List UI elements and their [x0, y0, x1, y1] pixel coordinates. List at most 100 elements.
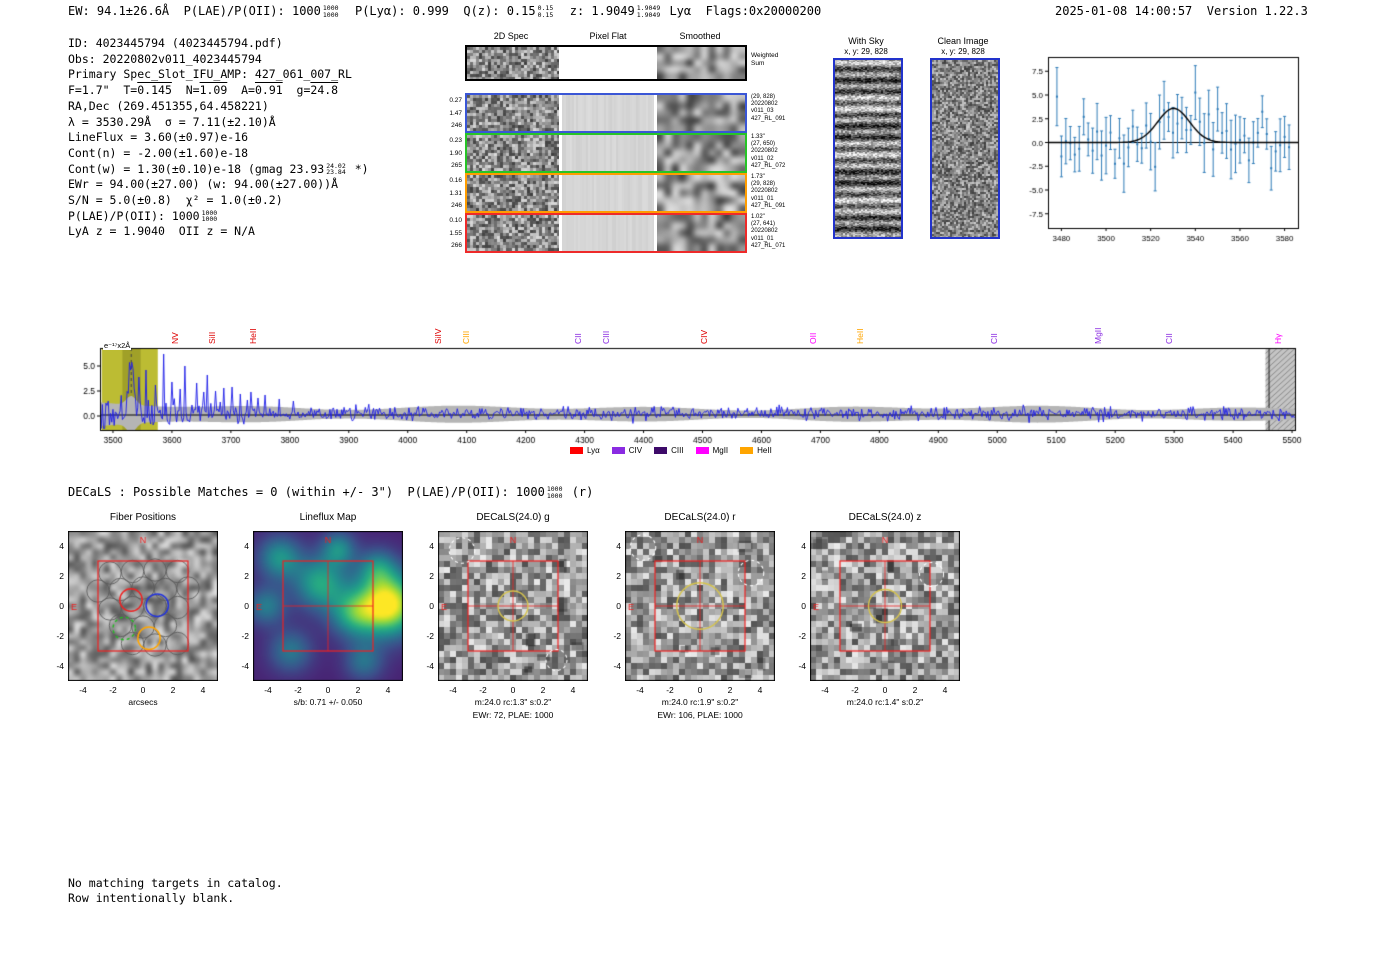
with-sky-title: With Sky [848, 36, 884, 46]
cutout-title: DECaLS(24.0) z [848, 512, 922, 523]
info-fraction-top: 1000 [201, 208, 218, 217]
decals-header-text-segment: DECaLS : Possible Matches = 0 (within +/… [68, 485, 545, 499]
header-fraction-bottom: 1000 [322, 10, 339, 19]
decals-header-fraction-bottom: 1000 [546, 491, 563, 500]
cutout-y-tick-label: 0 [429, 601, 434, 611]
info-line: Cont(w) = 1.30(±0.10)e-18 (gmag 23.93 24.… [68, 162, 369, 178]
spec2d-pixelflat-image [562, 215, 654, 251]
footer-note-2: Row intentionally blank. [68, 891, 235, 905]
info-line: λ = 3530.29Å σ = 7.11(±2.10)Å [68, 115, 369, 131]
spec2d-row-weights: 0.10 1.55 266 [449, 217, 462, 249]
cutout-x-tick-label: 0 [325, 685, 331, 695]
spec2d-row [465, 93, 747, 133]
info-line: F=1.7" T=0.145 N=1.09 A=0.91 g=24.8 [68, 83, 369, 99]
info-text-segment: LyA z = 1.9040 OII z = N/A [68, 224, 255, 239]
cutout-caption: m:24.0 rc:1.4" s:0.2" [846, 697, 924, 707]
full-spectrum-plot [55, 340, 1345, 465]
spectrum-line-label: CII [573, 333, 583, 344]
spectrum-line-label: SiIV [433, 328, 443, 344]
spec2d-row [465, 45, 747, 81]
info-line: ID: 4023445794 (4023445794.pdf) [68, 36, 369, 52]
cutout-y-tick-label: 2 [429, 571, 434, 581]
legend-label: HeII [757, 446, 772, 455]
info-text-segment: 24.8 [310, 83, 339, 98]
info-line: S/N = 5.0(±0.8) χ² = 1.0(±0.2) [68, 193, 369, 209]
cutout-y-tick-label: 2 [244, 571, 249, 581]
spec2d-row-source-info: 1.33" (27, 650) 20220802 v011_02 427_RL_… [751, 134, 786, 169]
header-fraction-bottom: 0.15 [537, 10, 554, 19]
spec2d-smoothed-image [657, 175, 745, 211]
cutout-x-tick-label: -4 [449, 685, 457, 695]
info-text-segment: N= [171, 83, 200, 98]
cutout-y-tick-label: -4 [426, 661, 434, 671]
decals-header-stacked-fraction: 1000 1000 [547, 486, 563, 499]
cutout-y-tick-label: 4 [801, 541, 806, 551]
info-text-segment: S/N = 5.0(±0.8) χ² = 1.0(±0.2) [68, 193, 283, 208]
spec2d-smoothed-image [657, 215, 745, 251]
spec2d-row-source-info: 1.73" (29, 828) 20220802 v011_01 427_RL_… [751, 174, 786, 209]
cutout-y-tick-label: 4 [429, 541, 434, 551]
header-fraction-top: 0.15 [537, 4, 554, 12]
cutout-x-tick-label: -2 [666, 685, 674, 695]
header-timestamp-version: 2025-01-08 14:00:57 Version 1.22.3 [1055, 4, 1308, 18]
emission-line-fit-plot [1025, 48, 1310, 243]
cutout-caption: m:24.0 rc:1.3" s:0.2" [474, 697, 552, 707]
legend-label: MgII [712, 446, 729, 455]
spec2d-smoothed-image [657, 135, 745, 171]
cutout-y-tick-label: 0 [616, 601, 621, 611]
spec2d-2dspec-image [467, 47, 559, 79]
info-stacked-fraction: 1000 1000 [202, 210, 218, 223]
spec2d-column-header: Smoothed [679, 31, 721, 41]
cutout-x-tick-label: 2 [912, 685, 918, 695]
info-text-segment: P(LAE)/P(OII): 1000 [68, 208, 200, 223]
spectrum-line-label: CIII [461, 330, 471, 344]
cutout-x-tick-label: 2 [355, 685, 361, 695]
cutout-x-tick-label: 4 [942, 685, 948, 695]
cutout-y-tick-label: 4 [244, 541, 249, 551]
cutout-y-tick-label: 4 [616, 541, 621, 551]
info-line: EWr = 94.00(±27.00) (w: 94.00(±27.00))Å [68, 177, 369, 193]
cutout-x-tick-label: -4 [636, 685, 644, 695]
legend-swatch [611, 447, 625, 454]
decals-header-text-segment: (r) [564, 485, 594, 499]
clean-image-title: Clean Image [937, 36, 989, 46]
spec2d-smoothed-image [657, 95, 745, 131]
cutout-caption: arcsecs [128, 697, 158, 707]
cutout-x-tick-label: 2 [727, 685, 733, 695]
info-text-segment: 1.09 [199, 83, 228, 98]
spec2d-column-header: Pixel Flat [589, 31, 627, 41]
info-text-segment: ID: 4023445794 (4023445794.pdf) [68, 36, 283, 50]
cutout-y-tick-label: -4 [613, 661, 621, 671]
spectrum-legend: Lyα CIV CIII MgII HeII [570, 446, 772, 455]
spectrum-line-label: HeII [855, 328, 865, 344]
header-fraction-bottom: 1.9049 [636, 10, 661, 19]
with-sky-xy-label: x, y: 29, 828 [844, 47, 888, 56]
header-text-segment: Lyα Flags:0x20000200 [662, 4, 822, 18]
cutout-y-tick-label: 0 [244, 601, 249, 611]
cutout-y-tick-label: -4 [798, 661, 806, 671]
cutout-x-tick-label: 0 [140, 685, 146, 695]
spec2d-2dspec-image [467, 215, 559, 251]
spec2d-column-header: 2D Spec [493, 31, 529, 41]
info-line: Primary Spec_Slot_IFU_AMP: 427_061_007_R… [68, 67, 369, 83]
legend-item: Lyα [570, 446, 600, 455]
cutout-title: DECaLS(24.0) r [664, 512, 736, 523]
spectrum-line-label: CIII [601, 330, 611, 344]
legend-swatch [654, 447, 668, 454]
info-stacked-fraction: 24.02 23.84 [326, 163, 346, 176]
decals-matches-header: DECaLS : Possible Matches = 0 (within +/… [68, 485, 593, 499]
spectrum-units-label: e⁻¹⁷x2Å [103, 341, 132, 350]
spectrum-line-label: CIV [699, 329, 709, 344]
legend-item: CIII [654, 446, 684, 455]
cutout-ew-caption: EWr: 72, PLAE: 1000 [472, 710, 554, 720]
spec2d-pixelflat-image [562, 175, 654, 211]
cutout-y-tick-label: 2 [801, 571, 806, 581]
spec2d-smoothed-image [657, 47, 745, 79]
cutout-x-tick-label: -2 [479, 685, 487, 695]
info-fraction-bottom: 1000 [201, 215, 218, 224]
cutout-x-tick-label: -4 [821, 685, 829, 695]
header-fraction-top: 1000 [322, 4, 339, 12]
cutout-ew-caption: EWr: 106, PLAE: 1000 [657, 710, 743, 720]
cutout-x-tick-label: -4 [264, 685, 272, 695]
legend-label: CIII [671, 446, 684, 455]
